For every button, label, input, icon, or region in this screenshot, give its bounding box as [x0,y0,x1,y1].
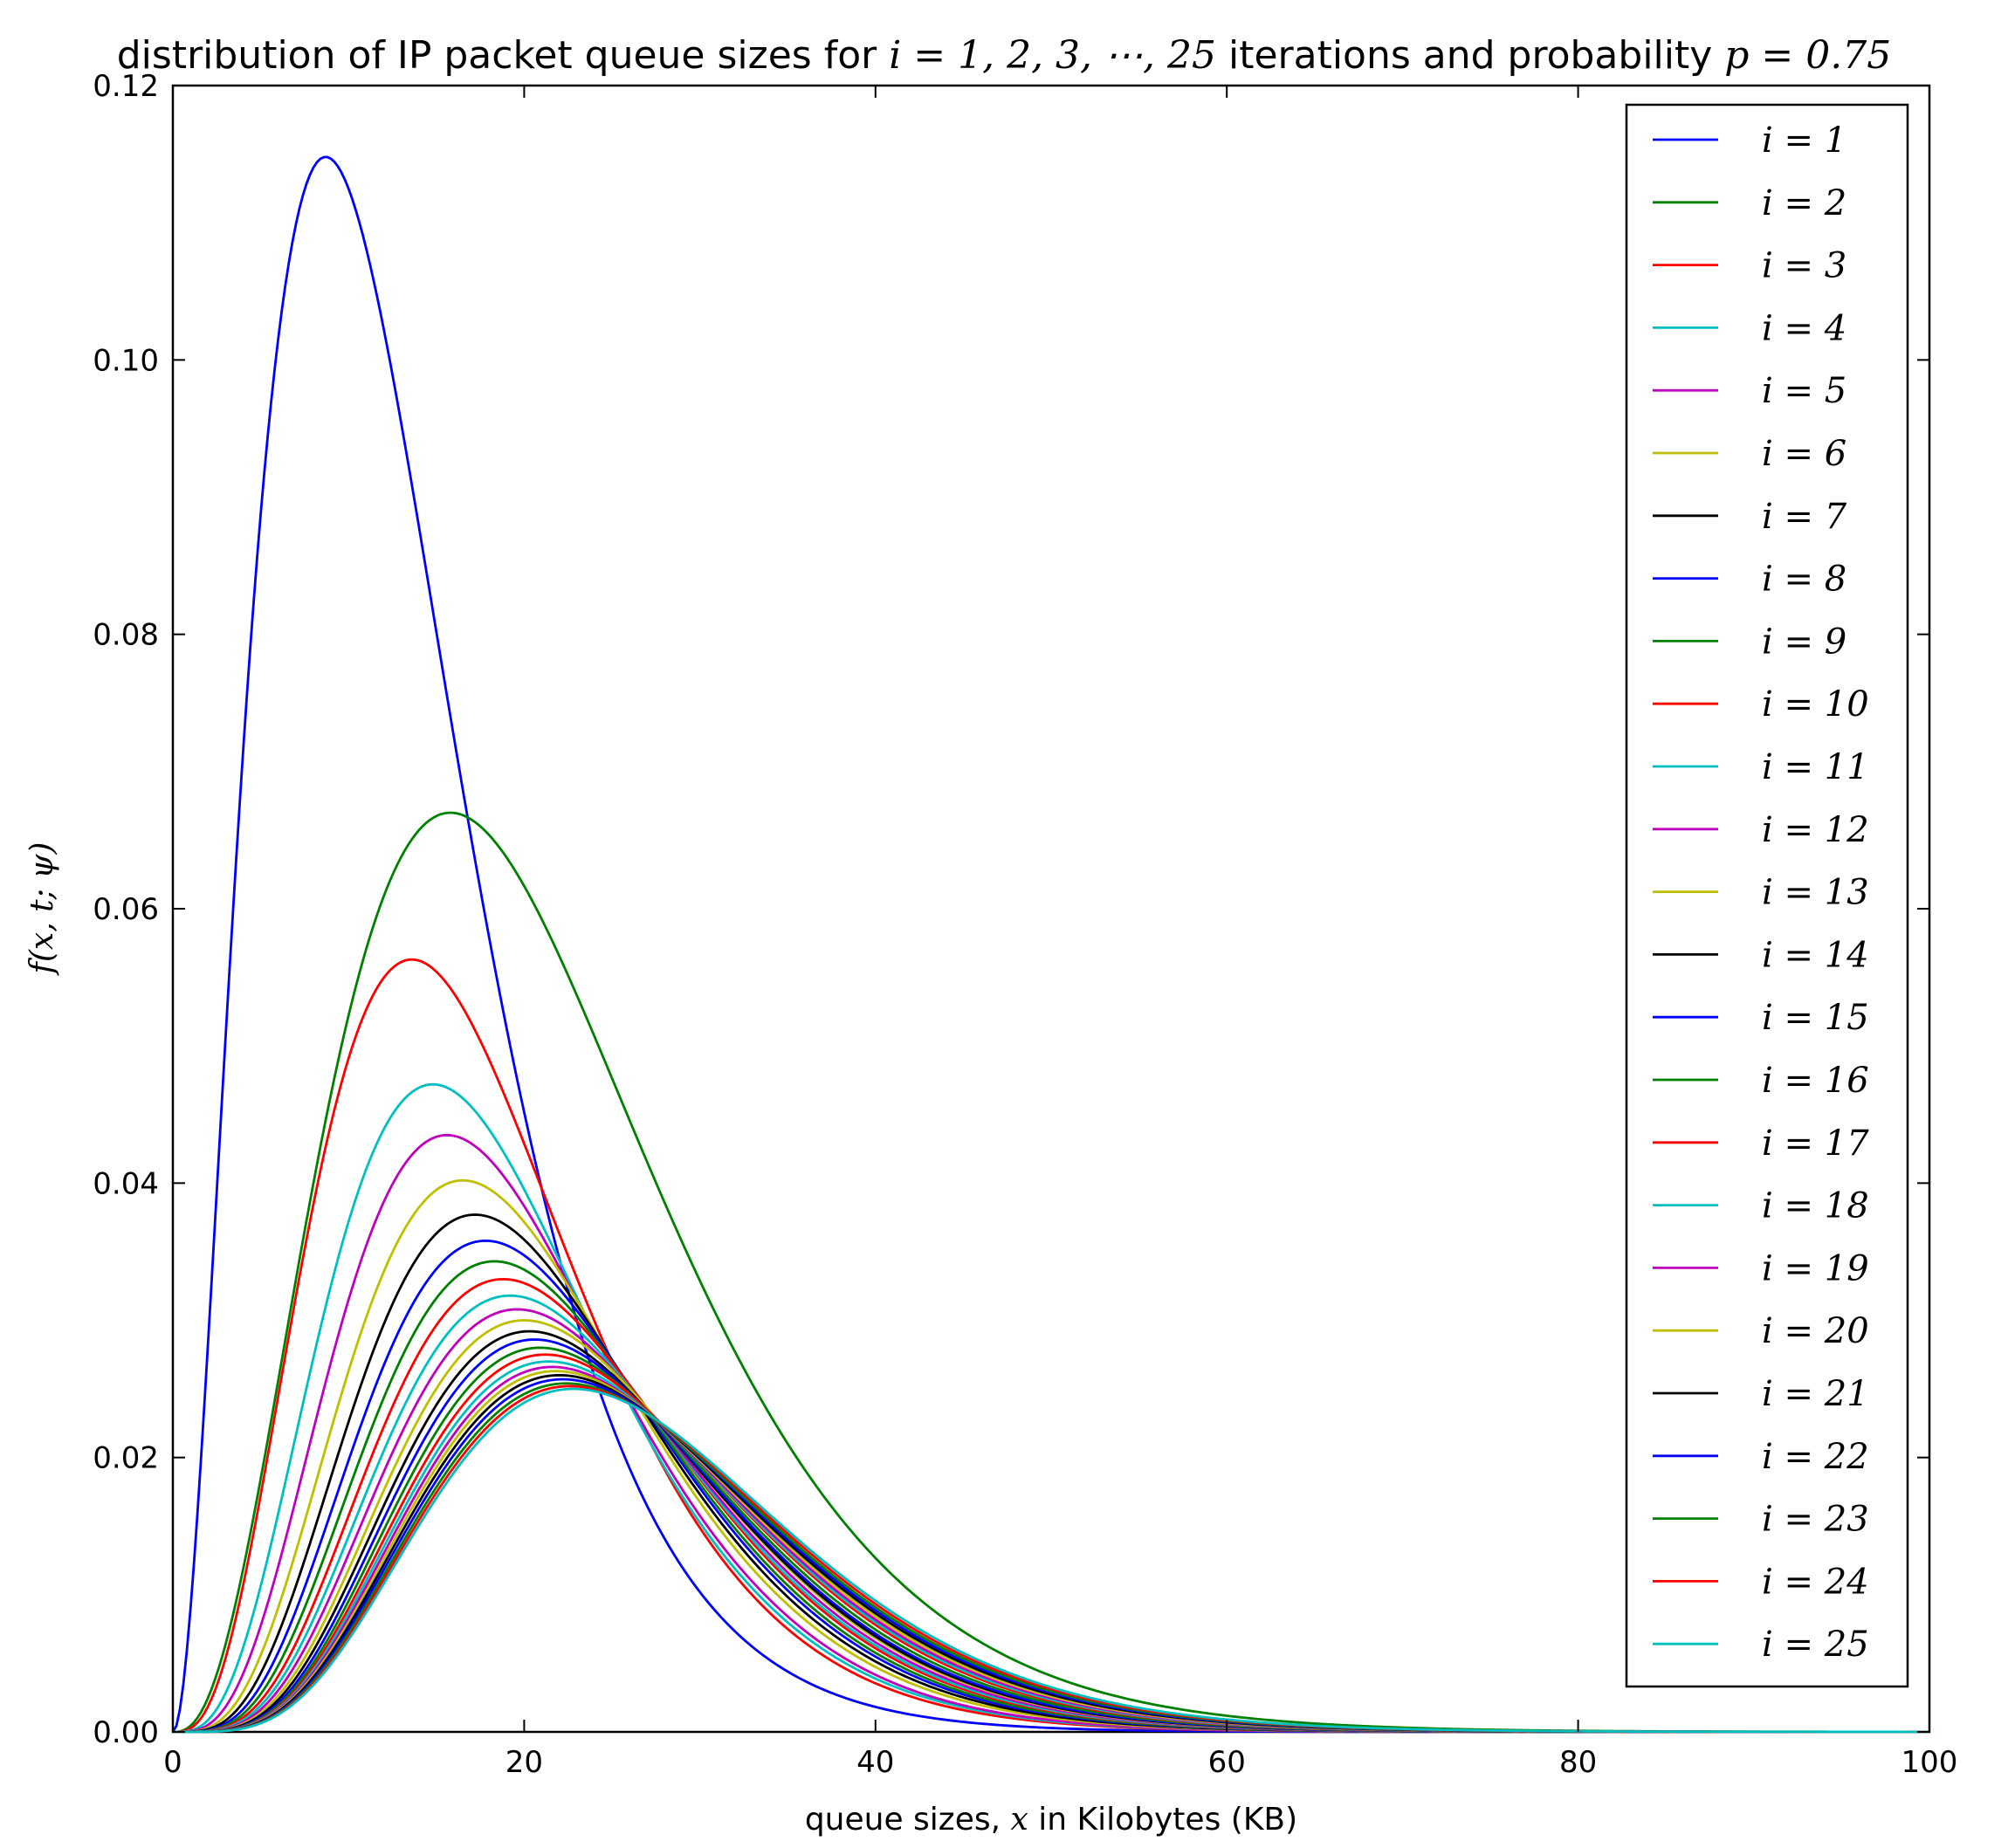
y-tick-label: 0.08 [93,618,159,653]
series-line-25 [173,1387,1929,1734]
legend-label-13: i = 13 [1762,873,1869,913]
legend-label-18: i = 18 [1762,1186,1869,1226]
y-tick-label: 0.02 [93,1441,159,1476]
y-tick-label: 0.10 [93,343,159,378]
legend-label-11: i = 11 [1762,747,1869,787]
legend-label-15: i = 15 [1762,998,1869,1038]
y-tick-label: 0.06 [93,892,159,927]
x-tick-label: 0 [163,1745,182,1780]
legend-label-20: i = 20 [1762,1311,1869,1351]
legend: i = 1 i = 2 i = 3 i = 4 i = 5 i = 6 i = 7 i = 8… [1625,103,1909,1688]
legend-label-1: i = 1 [1762,120,1846,161]
legend-box [1625,103,1909,1688]
title-text-2: iterations and probability [1216,33,1724,78]
x-axis-label-text-1: queue sizes, [805,1802,1011,1838]
legend-label-14: i = 14 [1762,935,1869,975]
chart-title: distribution of IP packet queue sizes fo… [117,33,1892,78]
legend-label-2: i = 2 [1762,183,1846,223]
legend-label-6: i = 6 [1762,434,1846,474]
legend-label-23: i = 23 [1762,1500,1869,1540]
legend-label-5: i = 5 [1762,371,1846,411]
legend-label-7: i = 7 [1762,497,1847,537]
legend-label-3: i = 3 [1762,246,1846,286]
legend-label-10: i = 10 [1762,684,1869,725]
x-tick-label: 20 [505,1745,543,1780]
legend-label-16: i = 16 [1762,1061,1869,1101]
x-tick-label: 40 [856,1745,894,1780]
legend-label-21: i = 21 [1762,1374,1869,1414]
legend-label-4: i = 4 [1762,308,1846,348]
legend-label-25: i = 25 [1762,1625,1869,1665]
y-tick-label: 0.04 [93,1166,159,1201]
legend-label-8: i = 8 [1762,560,1846,600]
legend-label-19: i = 19 [1762,1248,1869,1288]
x-tick-label: 80 [1559,1745,1597,1780]
y-axis-label: f(x, t; ψ) [24,842,60,977]
x-axis-label: queue sizes, x in Kilobytes (KB) [805,1802,1297,1838]
y-tick-label: 0.00 [93,1715,159,1750]
title-math-2: p = 0.75 [1724,33,1891,78]
series-group [171,155,1930,1734]
ticks-group: 0 20 40 60 80 100 0.00 0.02 0.04 0.06 0.08 0.10 0.12 [93,69,1957,1780]
legend-label-24: i = 24 [1762,1562,1869,1602]
x-tick-label: 100 [1901,1745,1958,1780]
legend-label-12: i = 12 [1762,810,1869,850]
legend-label-17: i = 17 [1762,1123,1869,1164]
legend-label-9: i = 9 [1762,622,1846,662]
x-tick-label: 60 [1208,1745,1246,1780]
x-axis-label-text-2: in Kilobytes (KB) [1028,1802,1297,1838]
x-axis-label-math: x [1011,1802,1028,1838]
legend-label-22: i = 22 [1762,1437,1869,1477]
title-text-1: distribution of IP packet queue sizes fo… [117,33,889,78]
title-math-1: i = 1, 2, 3, ⋯, 25 [889,33,1216,78]
y-tick-label: 0.12 [93,69,159,104]
